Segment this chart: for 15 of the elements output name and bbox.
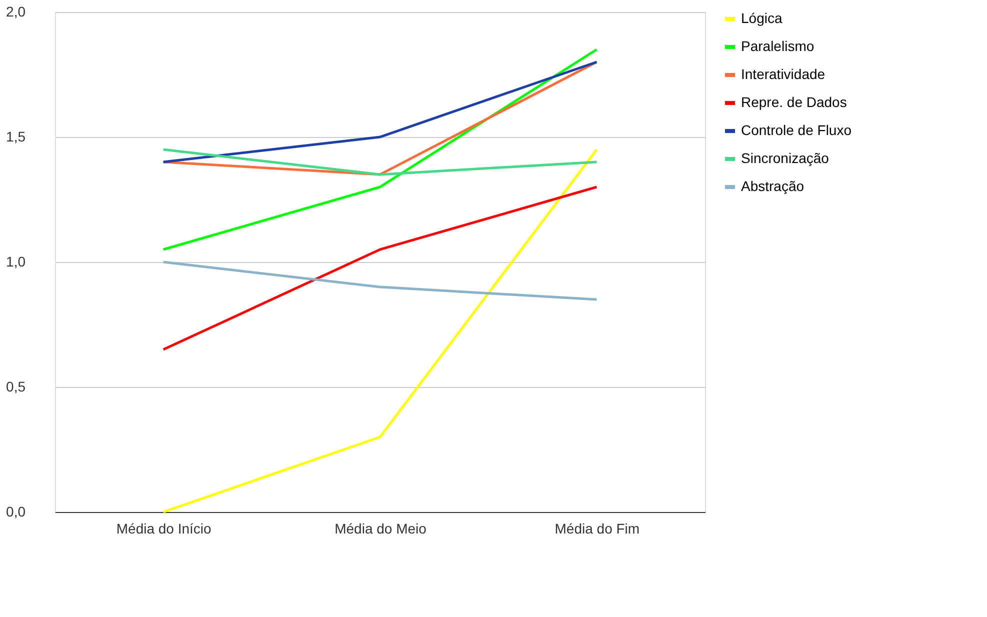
legend-label: Paralelismo xyxy=(741,38,814,54)
y-tick-label: 1,0 xyxy=(6,254,26,270)
y-tick-label: 0,5 xyxy=(6,378,26,394)
legend-label: Controle de Fluxo xyxy=(741,122,852,138)
x-tick-label: Média do Meio xyxy=(334,520,427,536)
y-tick-label: 2,0 xyxy=(6,4,26,20)
legend-label: Repre. de Dados xyxy=(741,94,847,110)
legend-label: Abstração xyxy=(741,178,804,194)
y-tick-label: 0,0 xyxy=(6,504,26,520)
y-tick-label: 1,5 xyxy=(6,128,26,144)
legend-label: Interatividade xyxy=(741,66,826,82)
x-tick-label: Média do Início xyxy=(116,520,212,536)
legend-label: Lógica xyxy=(741,10,782,26)
legend-label: Sincronização xyxy=(741,150,830,166)
x-tick-label: Média do Fim xyxy=(554,520,640,536)
